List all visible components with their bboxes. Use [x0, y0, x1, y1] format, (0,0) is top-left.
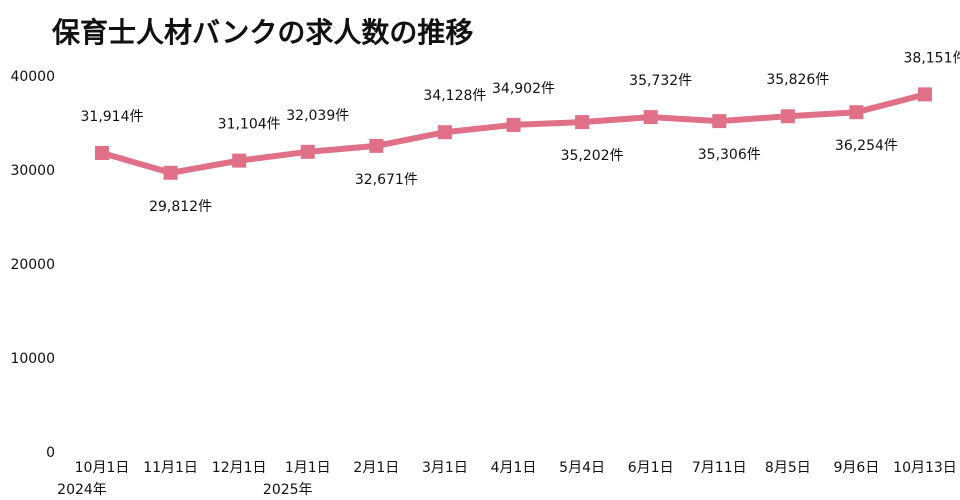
x-tick-label: 8月5日 [765, 460, 811, 476]
marker [643, 110, 658, 125]
y-tick-label: 0 [46, 445, 55, 461]
marker [369, 138, 384, 153]
marker [918, 87, 932, 102]
marker [300, 144, 315, 159]
x-tick-label: 2月1日 [353, 460, 399, 476]
data-label: 32,039件 [286, 108, 349, 124]
data-label: 31,914件 [81, 109, 144, 125]
data-label: 34,128件 [423, 88, 486, 104]
y-tick-label: 10000 [10, 351, 55, 367]
data-label: 35,732件 [629, 73, 692, 89]
x-year-label: 2025年 [263, 482, 313, 498]
x-tick-label: 6月1日 [628, 460, 674, 476]
x-tick-label: 12月1日 [212, 460, 267, 476]
data-label: 36,254件 [835, 138, 898, 154]
data-label: 31,104件 [218, 117, 281, 133]
data-label: 35,826件 [766, 72, 829, 88]
y-tick-label: 40000 [10, 69, 55, 85]
x-tick-label: 5月4日 [559, 460, 605, 476]
x-tick-label: 10月13日 [893, 460, 957, 476]
marker [95, 146, 109, 161]
chart-title: 保育士人材バンクの求人数の推移 [52, 16, 473, 49]
marker [163, 165, 178, 180]
marker [712, 114, 727, 129]
x-tick-label: 11月1日 [143, 460, 198, 476]
x-tick-label: 3月1日 [422, 460, 468, 476]
x-tick-label: 4月1日 [491, 460, 537, 476]
x-tick-label: 7月11日 [692, 460, 747, 476]
x-tick-label: 1月1日 [285, 460, 331, 476]
data-label: 35,202件 [561, 148, 624, 164]
marker [849, 105, 864, 120]
data-label: 34,902件 [492, 81, 555, 97]
marker [232, 153, 247, 168]
y-tick-label: 20000 [10, 257, 55, 273]
data-label: 38,151件 [904, 50, 960, 66]
marker [437, 125, 452, 140]
marker [780, 109, 795, 124]
marker [506, 117, 521, 132]
x-tick-label: 9月6日 [834, 460, 880, 476]
data-label: 29,812件 [149, 199, 212, 215]
marker [575, 115, 590, 130]
x-year-label: 2024年 [57, 482, 107, 498]
x-tick-label: 10月1日 [75, 460, 130, 476]
y-tick-label: 30000 [10, 163, 55, 179]
data-label: 32,671件 [355, 172, 418, 188]
data-label: 35,306件 [698, 147, 761, 163]
line [101, 91, 926, 176]
